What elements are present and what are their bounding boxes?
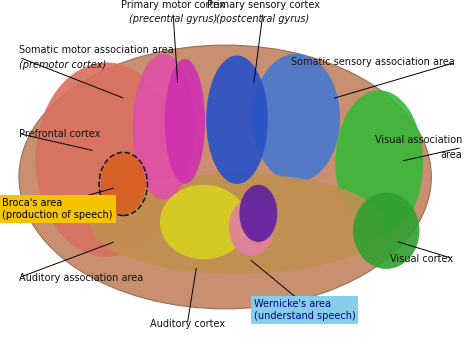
- Text: Auditory cortex: Auditory cortex: [150, 320, 225, 329]
- Text: Auditory association area: Auditory association area: [19, 273, 143, 282]
- Ellipse shape: [19, 45, 431, 309]
- Text: Visual cortex: Visual cortex: [390, 254, 453, 263]
- Text: (postcentral gyrus): (postcentral gyrus): [217, 15, 310, 24]
- Text: Primary motor cortex: Primary motor cortex: [121, 0, 225, 10]
- Text: Broca's area
(production of speech): Broca's area (production of speech): [2, 198, 113, 220]
- Text: (premotor cortex): (premotor cortex): [19, 60, 106, 69]
- Ellipse shape: [36, 62, 178, 257]
- Text: Prefrontal cortex: Prefrontal cortex: [19, 129, 100, 138]
- Ellipse shape: [252, 54, 340, 182]
- Text: Primary sensory cortex: Primary sensory cortex: [207, 0, 319, 10]
- Ellipse shape: [239, 185, 277, 242]
- Text: area: area: [440, 150, 462, 160]
- Text: Somatic sensory association area: Somatic sensory association area: [292, 58, 455, 67]
- Text: Wernicke's area
(understand speech): Wernicke's area (understand speech): [254, 298, 356, 321]
- Ellipse shape: [228, 198, 274, 256]
- Ellipse shape: [133, 54, 194, 200]
- Text: Visual association: Visual association: [375, 135, 462, 145]
- Ellipse shape: [353, 193, 419, 269]
- Ellipse shape: [100, 154, 146, 214]
- Ellipse shape: [160, 185, 247, 260]
- Text: (precentral gyrus): (precentral gyrus): [129, 15, 217, 24]
- Ellipse shape: [165, 59, 205, 184]
- Ellipse shape: [336, 90, 423, 236]
- Text: Somatic motor association area: Somatic motor association area: [19, 45, 173, 55]
- Ellipse shape: [90, 174, 384, 274]
- Ellipse shape: [206, 56, 268, 184]
